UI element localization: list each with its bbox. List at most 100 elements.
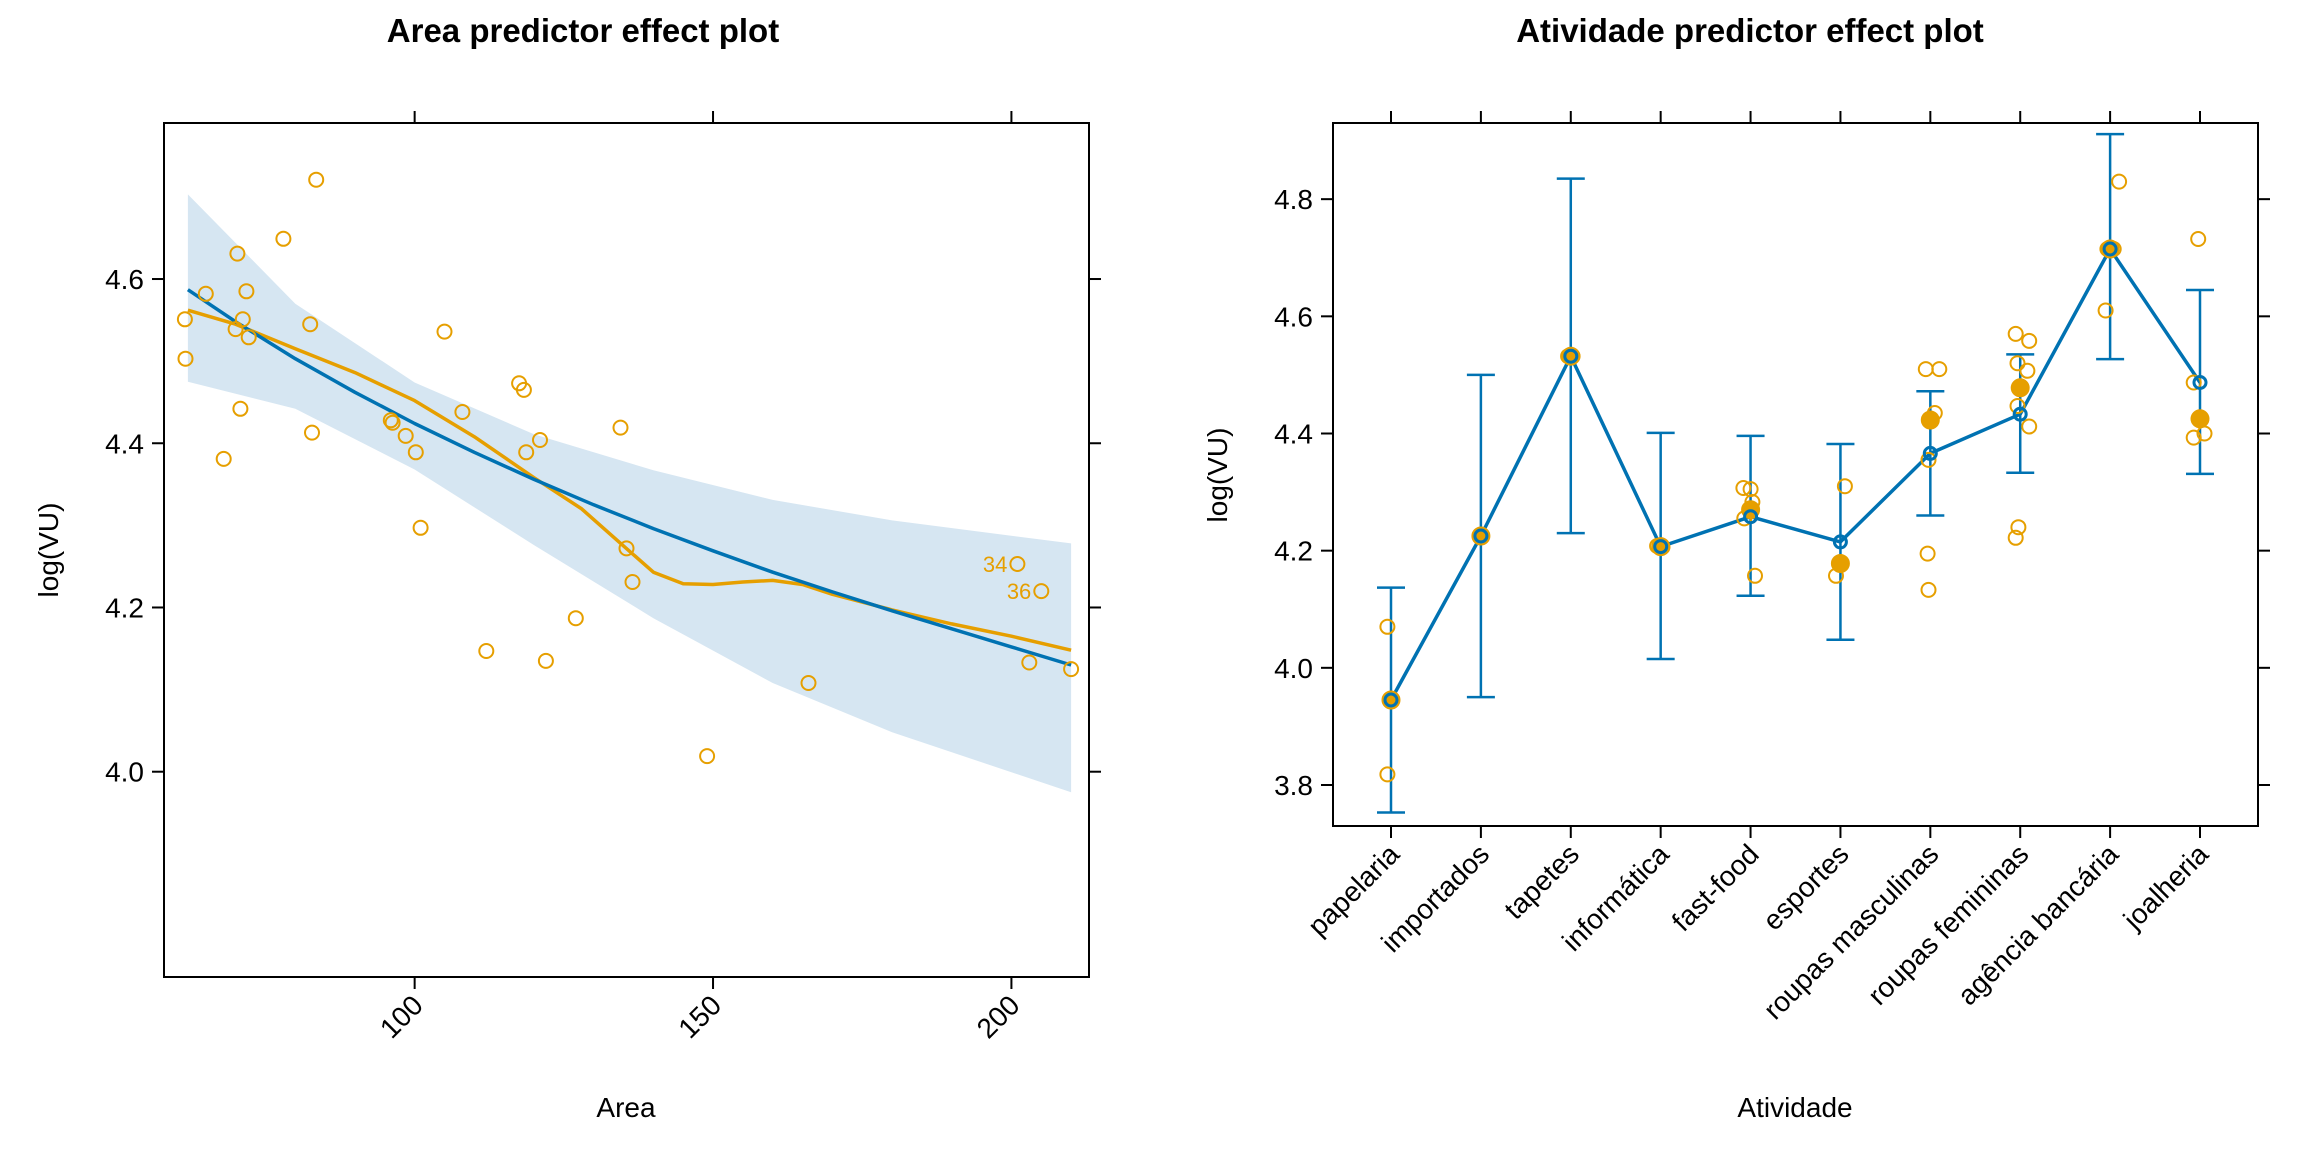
effect-estimate-point [1563,348,1579,364]
effect-estimate-point [1653,539,1669,555]
data-point [454,404,471,420]
data-point [567,610,584,627]
data-point [302,316,319,333]
observation-point [1747,567,1763,584]
group-mean-point [1830,554,1850,573]
observation-point [1735,480,1752,496]
effect-estimate-point [1922,445,1938,461]
data-point [436,323,453,340]
data-point [234,311,251,328]
observation-point [2185,374,2202,391]
atividade-y-axis-label: log(VU) [1202,428,1233,523]
data-point [275,230,292,247]
data-point [215,450,232,467]
observation-point [1920,581,1937,598]
data-point [229,245,246,262]
data-point [197,285,214,302]
y-tick-label: 4.0 [105,757,144,788]
confidence-band [187,194,1072,793]
y-tick-label: 4.2 [1274,536,1313,567]
data-point [1063,661,1080,678]
data-point [800,675,817,691]
effect-estimate-point [1383,692,1399,708]
data-point [699,748,716,765]
effect-estimate-point [2102,241,2118,257]
y-tick-label: 4.6 [1274,301,1313,332]
observation-point [1379,618,1396,635]
data-point [308,171,325,188]
area-axes: 100 150 200 4.0 4.2 4.4 4.6 [105,111,1101,1044]
observation-point [2007,529,2024,546]
category-tick-label: agência bancária [1952,838,2125,1011]
observation-point [1836,478,1853,495]
observation-point [2010,519,2027,536]
data-point [537,652,554,669]
observation-point [1931,361,1948,378]
effect-lines [186,288,1072,667]
observation-point [2190,231,2207,247]
observation-point [2019,362,2036,379]
data-point [304,424,320,441]
y-tick-label: 4.4 [1274,418,1313,449]
data-point [238,283,255,300]
y-tick-label: 4.4 [105,428,144,459]
observation-points [1379,173,2213,783]
category-tick-label: roupas femininas [1862,838,2035,1011]
confidence-band-area [187,194,1072,793]
area-plot-frame [163,122,1090,978]
x-tick-label: 200 [971,989,1026,1044]
group-mean-point [2190,409,2210,429]
observation-point [2007,325,2024,342]
atividade-plot-frame [1332,122,2259,827]
data-point [478,643,495,659]
observation-point [1919,545,1936,562]
observation-point [1920,451,1937,468]
y-tick-label: 4.2 [105,592,144,623]
effect-estimate-point [1832,534,1848,550]
y-tick-label: 4.8 [1274,184,1313,215]
area-panel-title: Area predictor effect plot [387,12,779,49]
data-point [407,444,424,461]
observation-point [2097,302,2114,319]
data-point [1021,654,1038,671]
data-point [1033,583,1050,600]
data-point [532,432,548,448]
observation-point [2009,398,2026,414]
atividade-effect-panel: Atividade predictor effect plot papelari… [1202,12,2270,1123]
effect-estimate-point [2192,375,2208,390]
category-tick-label: joalheria [2117,838,2215,936]
data-point [240,329,257,346]
data-point [382,412,399,429]
data-point [397,427,414,444]
group-mean-point [1920,410,1940,430]
observation-point [1379,766,1396,783]
data-point [177,350,194,367]
data-point [1009,556,1026,572]
x-tick-label: 150 [672,989,727,1044]
category-tick-label: roupas masculinas [1758,838,1945,1025]
data-point [624,574,641,590]
observation-point [1917,361,1934,378]
effect-fit-line [186,288,1072,667]
x-tick-label: 100 [374,989,429,1044]
point-id-label: 34 [983,552,1007,577]
effect-estimate-point [2012,406,2028,422]
effect-lines [1377,132,2214,814]
point-id-label: 36 [1007,579,1031,604]
observation-points [176,171,1080,765]
data-point [176,311,193,328]
area-x-axis-label: Area [596,1092,656,1123]
data-point [412,519,429,536]
y-tick-label: 3.8 [1274,770,1313,801]
effect-estimate-point [1473,528,1489,544]
atividade-panel-title: Atividade predictor effect plot [1516,12,1984,49]
data-point [515,381,532,398]
observation-point [2009,355,2026,372]
area-y-axis-label: log(VU) [33,503,64,598]
effect-estimate-point [1743,509,1759,525]
atividade-x-axis-label: Atividade [1737,1092,1852,1123]
